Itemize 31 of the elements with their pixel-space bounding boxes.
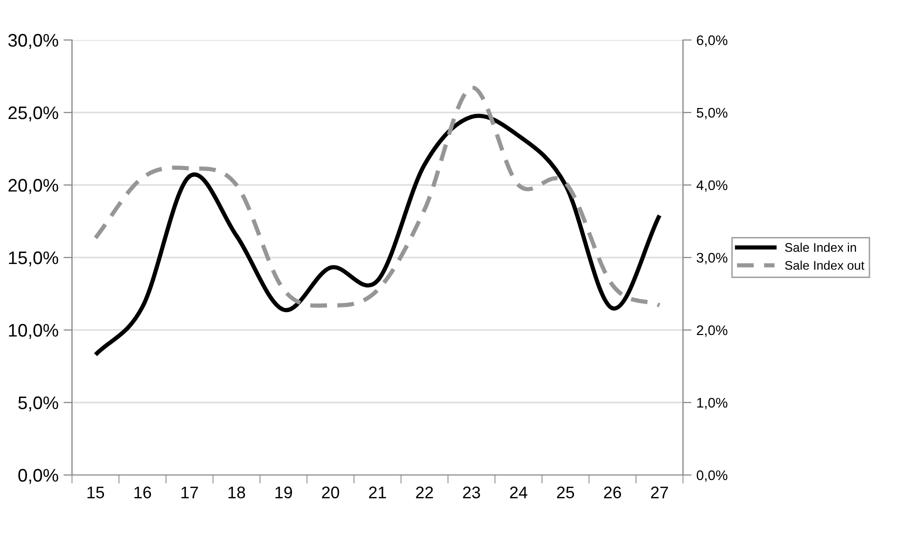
x-tick-label: 23 — [463, 486, 480, 498]
line-series — [93, 114, 662, 357]
x-tick-label: 27 — [651, 486, 668, 498]
y2-tick-label: 2,0% — [696, 325, 728, 337]
x-tick-label: 19 — [276, 486, 292, 498]
x-tick-label: 25 — [557, 486, 574, 498]
y-tick-label: 5,0% — [18, 396, 58, 412]
y2-tick-label: 5,0% — [696, 108, 728, 120]
legend-label: Sale Index out — [785, 260, 864, 270]
x-tick-label: 18 — [228, 486, 246, 498]
x-tick-label: 22 — [416, 486, 433, 498]
y2-tick-label: 4,0% — [696, 180, 728, 192]
x-tick-label: 21 — [369, 486, 386, 498]
y-tick-label: 0,0% — [18, 468, 58, 484]
x-tick-label: 26 — [604, 486, 622, 498]
y2-tick-label: 0,0% — [696, 470, 728, 482]
y-tick-label: 25,0% — [8, 106, 58, 122]
y-tick-label: 10,0% — [8, 324, 58, 339]
y-tick-label: 20,0% — [8, 178, 58, 194]
x-tick-label: 20 — [322, 486, 340, 498]
y2-tick-label: 1,0% — [697, 398, 728, 410]
x-tick-label: 15 — [88, 486, 104, 498]
y2-tick-label: 3,0% — [696, 252, 728, 264]
y-tick-label: 15,0% — [8, 251, 58, 266]
y-tick-label: 30,0% — [8, 34, 58, 49]
legend-label: Sale Index in — [785, 242, 856, 252]
line-series — [93, 86, 662, 308]
x-tick-label: 16 — [134, 486, 152, 498]
x-tick-label: 24 — [510, 486, 528, 498]
x-tick-label: 17 — [182, 486, 198, 498]
y2-tick-label: 6,0% — [696, 35, 728, 47]
